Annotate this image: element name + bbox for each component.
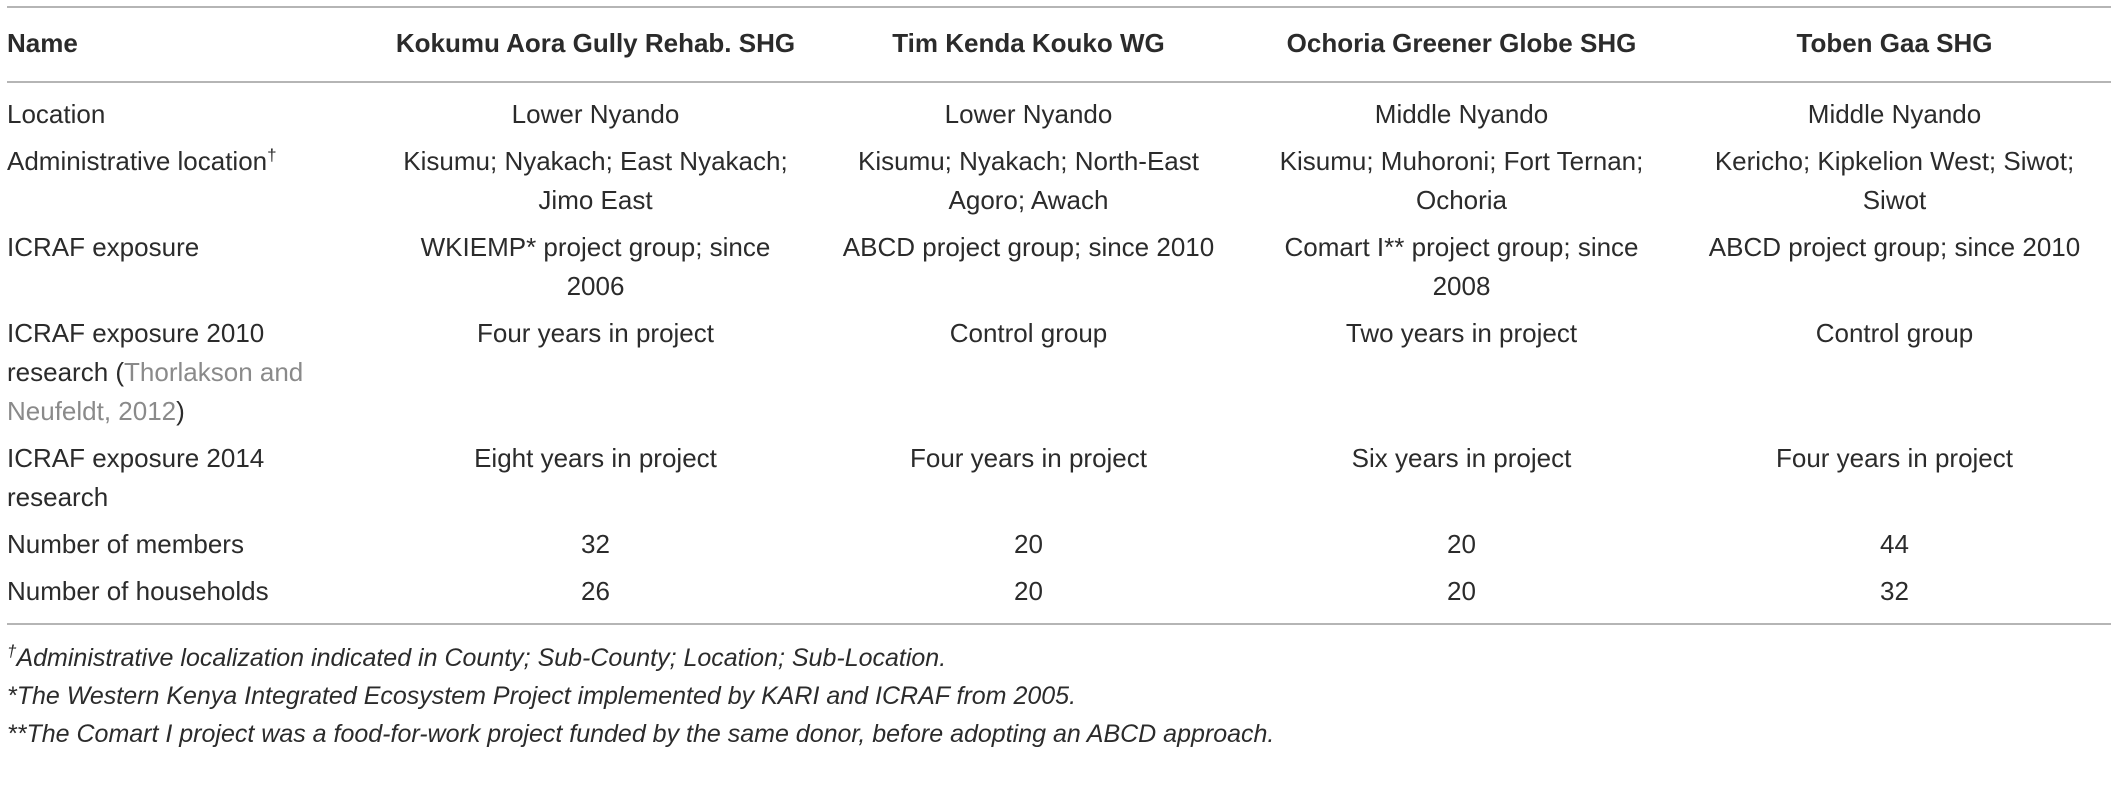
row-label-text: Number of members — [7, 529, 244, 559]
column-header: Name — [7, 28, 78, 58]
table-row: Number of members 32 20 20 44 — [7, 521, 2111, 568]
table-row: Administrative location† Kisumu; Nyakach;… — [7, 138, 2111, 224]
table-cell: ABCD project group; since 2010 — [1708, 232, 2081, 262]
table-cell: Four years in project — [1776, 443, 2013, 473]
table-cell: 20 — [1014, 576, 1043, 606]
footnotes: †Administrative localization indicated i… — [7, 639, 2111, 753]
table-cell: 32 — [581, 529, 610, 559]
table-cell: Kericho; Kipkelion West; Siwot; Siwot — [1714, 146, 2075, 215]
table-cell: Comart I** project group; since 2008 — [1284, 232, 1639, 301]
table-cell: Four years in project — [477, 318, 714, 348]
table-cell: Two years in project — [1345, 318, 1578, 348]
row-label: Number of households — [7, 568, 379, 624]
column-header: Toben Gaa SHG — [1796, 28, 1993, 58]
table-cell: 20 — [1014, 529, 1043, 559]
footnote-text: *The Western Kenya Integrated Ecosystem … — [7, 682, 1077, 710]
row-label: ICRAF exposure — [7, 224, 379, 310]
table-cell: 20 — [1447, 529, 1476, 559]
table-cell: Control group — [949, 318, 1108, 348]
table-row: Number of households 26 20 20 32 — [7, 568, 2111, 624]
footnote: †Administrative localization indicated i… — [7, 639, 2111, 677]
table-cell: Middle Nyando — [1374, 99, 1549, 129]
table-cell: 44 — [1880, 529, 1909, 559]
row-label: ICRAF exposure 2010 research (Thorlakson… — [7, 310, 379, 435]
table-row: ICRAF exposure WKIEMP* project group; sin… — [7, 224, 2111, 310]
row-label: Number of members — [7, 521, 379, 568]
table-cell: Middle Nyando — [1807, 99, 1982, 129]
footnote-text: Administrative localization indicated in… — [16, 644, 947, 672]
table-row: Location Lower Nyando Lower Nyando Middle N… — [7, 82, 2111, 138]
table-cell: Four years in project — [910, 443, 1147, 473]
row-label-text: ICRAF exposure 2014 research — [7, 443, 265, 512]
row-label-text: ) — [176, 396, 185, 426]
column-header: Ochoria Greener Globe SHG — [1286, 28, 1637, 58]
table-header: Name Kokumu Aora Gully Rehab. SHG Tim Kend… — [7, 7, 2111, 82]
footnote: *The Western Kenya Integrated Ecosystem … — [7, 677, 2111, 715]
row-label-text: Location — [7, 99, 106, 129]
table-cell: Eight years in project — [474, 443, 717, 473]
table-cell: 26 — [581, 576, 610, 606]
column-header: Kokumu Aora Gully Rehab. SHG — [395, 28, 796, 58]
header-row: Name Kokumu Aora Gully Rehab. SHG Tim Kend… — [7, 7, 2111, 82]
table-body: Location Lower Nyando Lower Nyando Middle N… — [7, 82, 2111, 624]
footnote-mark: † — [267, 145, 277, 165]
table-cell: Control group — [1815, 318, 1974, 348]
table-cell: 32 — [1880, 576, 1909, 606]
table-row: ICRAF exposure 2010 research (Thorlakson… — [7, 310, 2111, 435]
row-label-text: Number of households — [7, 576, 269, 606]
row-label-text: ICRAF exposure 2010 research ( — [7, 318, 265, 387]
table-container: Name Kokumu Aora Gully Rehab. SHG Tim Kend… — [7, 6, 2111, 753]
table-row: ICRAF exposure 2014 research Eight years … — [7, 435, 2111, 521]
row-label: ICRAF exposure 2014 research — [7, 435, 379, 521]
row-label: Location — [7, 82, 379, 138]
table-cell: Six years in project — [1351, 443, 1572, 473]
table-cell: Lower Nyando — [511, 99, 680, 129]
footnote: **The Comart I project was a food-for-wo… — [7, 715, 2111, 753]
footnote-mark: † — [7, 641, 17, 661]
table-cell: 20 — [1447, 576, 1476, 606]
table-cell: Kisumu; Nyakach; East Nyakach; Jimo East — [403, 146, 788, 215]
row-label-text: Administrative location — [7, 146, 268, 176]
column-header: Tim Kenda Kouko WG — [892, 28, 1165, 58]
table-cell: Kisumu; Muhoroni; Fort Ternan; Ochoria — [1279, 146, 1644, 215]
row-label: Administrative location† — [7, 138, 379, 224]
citation-link[interactable]: Thorlakson and Neufeldt, 2012 — [7, 357, 304, 426]
table-cell: Kisumu; Nyakach; North-East Agoro; Awach — [857, 146, 1199, 215]
table-cell: Lower Nyando — [944, 99, 1113, 129]
footnote-text: **The Comart I project was a food-for-wo… — [7, 720, 1275, 748]
table-cell: WKIEMP* project group; since 2006 — [420, 232, 771, 301]
table-cell: ABCD project group; since 2010 — [842, 232, 1215, 262]
data-table: Name Kokumu Aora Gully Rehab. SHG Tim Kend… — [7, 6, 2111, 625]
row-label-text: ICRAF exposure — [7, 232, 200, 262]
